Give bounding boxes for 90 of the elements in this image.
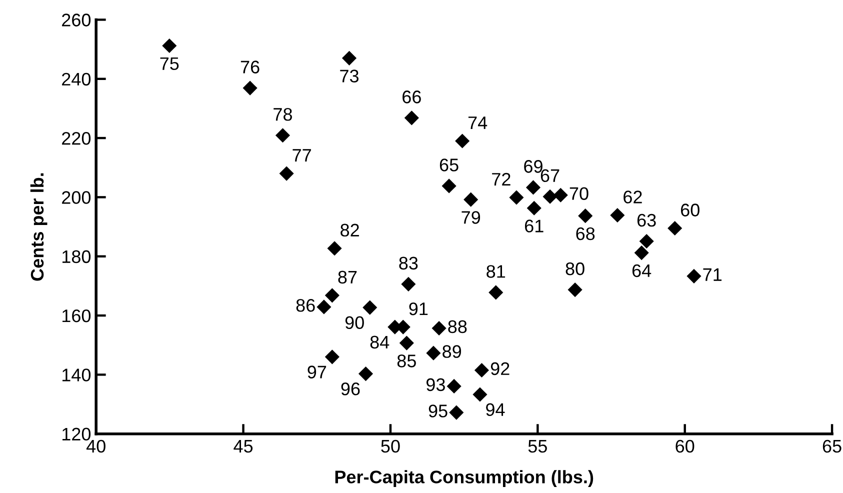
annotation: 97 [308,366,326,378]
annotation: 91 [409,302,428,316]
annotation: 94 [486,403,505,416]
annotation: 61 [525,220,544,232]
annotation: 93 [426,378,445,392]
y-axis-title: Cents per lb. [30,173,48,281]
point [162,38,177,54]
x-tick-label: 60 [676,440,694,453]
point [358,366,374,382]
point [404,110,419,126]
annotation: 65 [440,158,458,172]
point [432,320,446,336]
annotation: 96 [341,382,360,396]
annotation: 69 [524,160,542,173]
annotation: 88 [448,320,467,334]
point [449,405,464,420]
annotation: 90 [345,316,364,330]
annotation: 63 [637,214,656,227]
annotation: 70 [570,187,588,200]
point [639,234,654,249]
annotation: 87 [338,270,357,284]
y-tick-label: 120 [62,428,91,441]
point [324,288,340,303]
annotation: 84 [370,336,390,349]
x-tick-label: 55 [528,440,547,453]
annotation: 83 [399,256,418,270]
point [474,362,490,378]
annotation: 67 [540,169,560,182]
annotation: 77 [292,149,311,162]
point [426,346,441,360]
annotation: 76 [240,60,260,74]
annotation: 80 [566,262,584,276]
annotation: 66 [402,90,421,104]
annotation: 81 [486,265,506,278]
point [455,134,470,148]
annotation: 64 [632,264,652,278]
x-axis-title: Per-Capita Consumption (lbs.) [335,470,594,487]
annotation: 68 [576,227,595,240]
point [578,208,593,224]
annotation: 62 [624,190,642,204]
y-tick-label: 160 [62,309,91,322]
annotation: 89 [442,345,462,358]
annotation: 95 [428,404,448,418]
y-tick-label: 200 [62,191,91,204]
point [442,178,456,194]
point [327,241,342,256]
annotation: 71 [703,268,722,281]
point [399,336,414,350]
annotation: 72 [492,172,510,186]
y-tick-label: 240 [62,72,91,86]
annotation: 60 [681,204,700,216]
annotation: 82 [340,224,359,237]
annotation: 78 [274,108,292,121]
annotation: 85 [397,354,416,368]
annotation: 92 [490,362,510,376]
y-tick-label: 260 [62,14,91,26]
annotation: 86 [296,299,315,312]
annotation: 79 [462,211,480,224]
point [610,208,625,223]
point [553,188,568,202]
point [542,189,558,204]
point [342,50,357,66]
point [401,276,416,292]
point [526,200,542,216]
point [242,80,258,96]
point [472,387,488,402]
point [686,268,702,284]
point [568,282,582,298]
point [316,300,332,314]
y-tick-label: 220 [62,132,91,145]
point [324,350,340,364]
point [526,180,541,195]
point [464,192,478,207]
y-tick-label: 180 [62,250,91,264]
point [275,128,290,143]
x-tick-label: 65 [822,440,842,453]
point [668,220,682,236]
point [634,246,649,260]
point [279,166,294,181]
annotation: 75 [160,57,179,70]
x-tick-label: 50 [381,440,400,453]
y-tick-label: 140 [62,368,91,382]
point [446,378,462,394]
annotation: 73 [340,70,359,82]
point [509,190,524,205]
point [362,300,378,315]
point [488,285,504,300]
x-tick-label: 40 [86,440,106,453]
annotation: 74 [468,116,488,129]
x-tick-label: 45 [234,440,253,453]
